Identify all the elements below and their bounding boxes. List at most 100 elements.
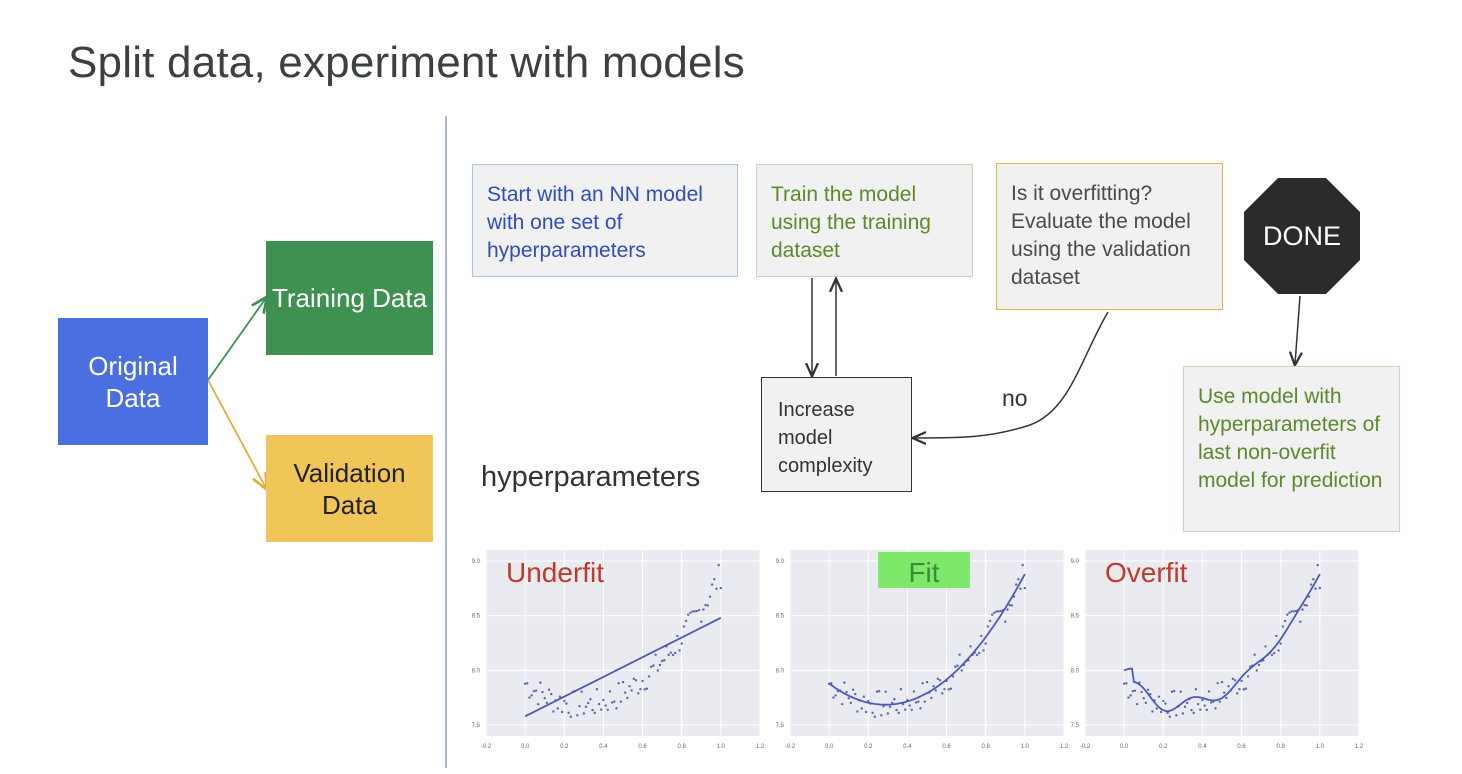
data-point: [1144, 701, 1148, 705]
data-point: [958, 653, 961, 656]
data-point: [673, 651, 677, 655]
data-point: [921, 682, 924, 685]
data-point: [667, 653, 670, 657]
data-point: [610, 701, 614, 704]
data-point: [949, 687, 953, 690]
data-point: [539, 681, 542, 684]
data-point: [621, 680, 625, 684]
data-point: [947, 688, 950, 691]
y-tick-label: 8.0: [1071, 668, 1080, 674]
data-point: [1008, 603, 1011, 607]
y-tick-label: 9.0: [1071, 559, 1080, 565]
data-point: [986, 625, 990, 628]
data-point: [597, 702, 601, 706]
data-point: [1299, 620, 1302, 623]
data-point: [1019, 587, 1022, 590]
data-point: [543, 697, 546, 700]
data-point: [1023, 586, 1027, 590]
data-point: [1021, 563, 1024, 567]
data-point: [980, 634, 983, 638]
data-point: [1214, 707, 1217, 710]
data-point: [706, 604, 710, 607]
data-point: [536, 702, 540, 706]
underfit-plot: -0.2 0.0 0.2 0.4 0.6 0.8 1.0 1.2 7.5 8.0 8.5 9.0 Und…: [472, 550, 765, 750]
data-point: [1307, 595, 1311, 598]
data-point: [1255, 669, 1258, 672]
data-point: [1162, 699, 1165, 703]
data-point: [956, 664, 959, 667]
data-point: [615, 707, 618, 710]
train-model-box: Train the model using the training datas…: [756, 164, 973, 277]
data-point: [1155, 707, 1158, 710]
data-point: [623, 691, 627, 694]
data-point: [1186, 701, 1189, 705]
data-point: [930, 696, 933, 700]
data-point: [925, 680, 929, 684]
x-tick-label: 1.0: [1021, 744, 1030, 750]
increase-complexity-box: Increase model complexity: [761, 377, 912, 492]
data-point: [1290, 610, 1293, 613]
y-tick-label: 7.5: [776, 723, 785, 729]
data-point: [951, 675, 955, 678]
x-tick-label: 0.6: [942, 744, 951, 750]
data-point: [997, 610, 1000, 613]
x-tick-label: 1.0: [717, 744, 726, 750]
data-point: [663, 659, 666, 662]
data-point: [1286, 613, 1289, 616]
x-tick-label: 0.4: [903, 744, 912, 750]
data-point: [1301, 608, 1304, 611]
overfit-plot: -0.2 0.0 0.2 0.4 0.6 0.8 1.0 1.2 7.5 8.0 8.5 9.0 Ove…: [1071, 550, 1364, 750]
data-point: [656, 669, 659, 672]
data-point: [1159, 710, 1163, 714]
data-point: [687, 613, 690, 616]
data-point: [563, 699, 566, 703]
x-tick-label: -0.2: [481, 744, 492, 750]
data-point: [626, 696, 629, 700]
arrow-to-training: [207, 298, 266, 381]
data-point: [684, 619, 688, 623]
validation-data-box: Validation Data: [266, 435, 433, 542]
data-point: [708, 595, 712, 598]
data-point: [1131, 689, 1135, 693]
data-point: [1175, 714, 1178, 717]
data-point: [593, 711, 596, 715]
data-point: [904, 708, 907, 711]
data-point: [936, 677, 940, 681]
data-point: [1172, 689, 1176, 693]
data-point: [654, 653, 657, 656]
data-point: [634, 679, 638, 682]
fit-curve: [1123, 573, 1321, 713]
data-point: [1170, 690, 1174, 693]
data-point: [875, 690, 879, 693]
y-tick-label: 8.5: [472, 614, 481, 620]
data-point: [578, 705, 581, 708]
data-point: [526, 682, 529, 685]
data-point: [1318, 586, 1322, 590]
y-tick-label: 8.5: [1071, 614, 1080, 620]
plot-title: Underfit: [506, 557, 604, 588]
data-point: [1240, 679, 1243, 683]
arrow-evaluate-to-increase: [914, 311, 1109, 438]
vertical-divider: [445, 116, 447, 768]
plot-background: [486, 550, 760, 736]
data-point: [1270, 653, 1274, 657]
data-point: [565, 702, 568, 705]
x-tick-label: 1.2: [1355, 744, 1364, 750]
data-point: [943, 687, 946, 691]
data-point: [919, 707, 922, 710]
plot-background: [1085, 550, 1359, 736]
data-point: [1236, 692, 1239, 695]
data-point: [678, 649, 681, 652]
arrow-to-validation: [207, 379, 266, 488]
x-tick-label: 0.6: [1237, 744, 1246, 750]
data-point: [910, 708, 913, 712]
data-point: [1010, 604, 1014, 607]
data-point: [676, 634, 679, 638]
data-point: [1125, 682, 1128, 685]
data-point: [897, 711, 900, 715]
data-point: [982, 649, 985, 652]
data-point: [1017, 578, 1020, 581]
data-point: [613, 700, 616, 703]
data-point: [934, 689, 937, 692]
